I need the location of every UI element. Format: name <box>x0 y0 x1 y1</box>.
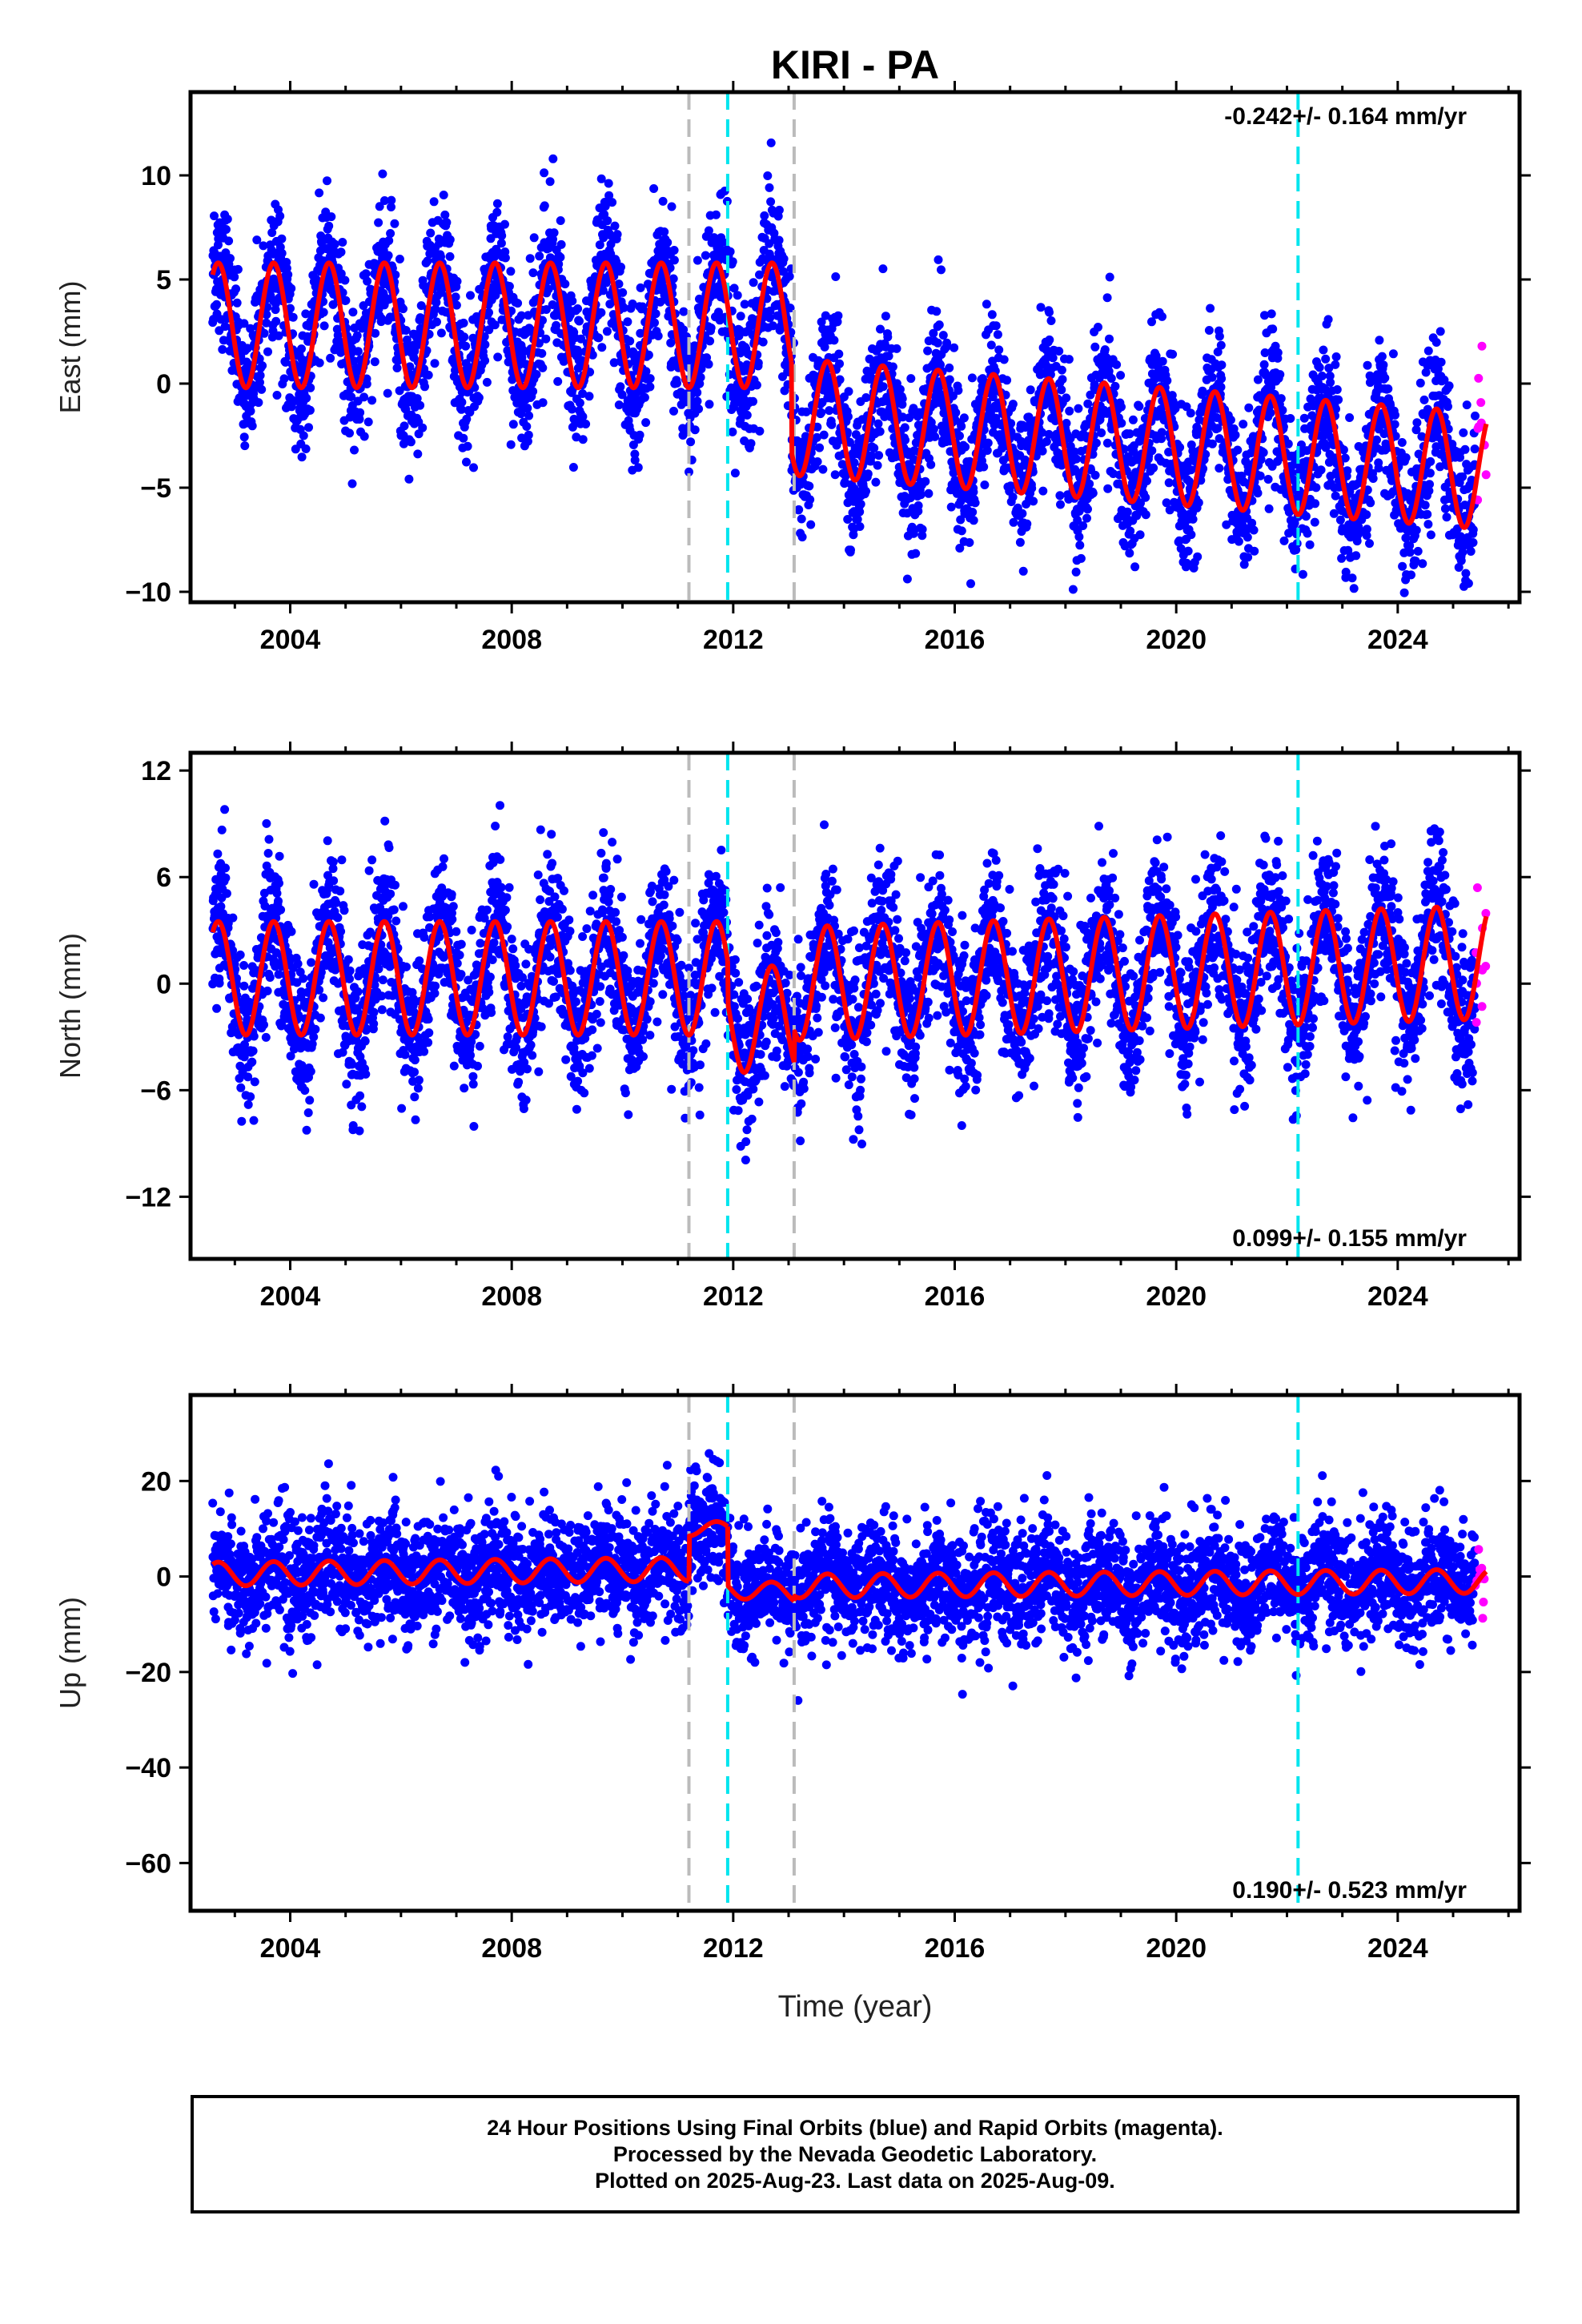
x-tick-label: 2016 <box>925 1933 986 1964</box>
x-tick-label: 2024 <box>1367 625 1428 655</box>
x-tick-label: 2020 <box>1146 1281 1207 1312</box>
x-tick-label: 2024 <box>1367 1281 1428 1312</box>
plot-area <box>208 753 1491 1259</box>
y-tick-label: −20 <box>125 1658 171 1688</box>
panel-east: 2004 2008 2012 2016 2020 2024 10 5 0 −5 −10 East (m… <box>54 81 1531 655</box>
rapid-orbit-points <box>1471 1545 1489 1623</box>
y-tick-label: −40 <box>125 1753 171 1783</box>
caption-line-3: Plotted on 2025-Aug-23. Last data on 202… <box>595 2168 1115 2193</box>
y-tick-label: 5 <box>156 265 171 296</box>
y-tick-label: −5 <box>140 473 171 504</box>
y-tick-label: −6 <box>140 1076 171 1106</box>
panel-up: 2004 2008 2012 2016 2020 2024 20 0 −20 −40 −60 Up (… <box>54 1384 1531 1964</box>
y-tick-label: −60 <box>125 1848 171 1879</box>
x-tick-label: 2004 <box>260 1281 321 1312</box>
caption-box: 24 Hour Positions Using Final Orbits (bl… <box>191 2095 1520 2213</box>
y-tick-label: 0 <box>156 969 171 999</box>
rapid-orbit-points <box>1472 883 1491 1027</box>
y-tick-label: 0 <box>156 1562 171 1593</box>
x-tick-label: 2008 <box>481 1281 542 1312</box>
y-axis-label: East (mm) <box>54 281 86 414</box>
x-tick-label: 2012 <box>703 625 764 655</box>
caption-line-1: 24 Hour Positions Using Final Orbits (bl… <box>487 2115 1223 2140</box>
y-tick-label: −10 <box>125 577 171 608</box>
caption-line-2: Processed by the Nevada Geodetic Laborat… <box>612 2141 1098 2166</box>
x-tick-label: 2020 <box>1146 1933 1207 1964</box>
y-tick-label: 0 <box>156 369 171 400</box>
plot-area <box>208 1395 1489 1911</box>
y-axis-label: North (mm) <box>54 933 86 1079</box>
x-tick-label: 2004 <box>260 625 321 655</box>
model-fit-line <box>210 260 1489 530</box>
final-orbit-points <box>208 138 1480 597</box>
y-tick-label: −12 <box>125 1182 171 1212</box>
panel-north: 2004 2008 2012 2016 2020 2024 12 6 0 −6 −12 North (… <box>54 742 1531 1312</box>
plot-frame <box>188 90 1522 605</box>
rate-annotation: 0.190+/- 0.523 mm/yr <box>1232 1877 1467 1904</box>
model-fit-line <box>211 1519 1488 1603</box>
chart-title: KIRI - PA <box>771 42 939 87</box>
model-fit-line <box>210 904 1489 1076</box>
x-tick-label: 2016 <box>925 625 986 655</box>
x-tick-label: 2012 <box>703 1281 764 1312</box>
plot-frame <box>188 750 1522 1261</box>
y-tick-label: 10 <box>141 161 171 191</box>
x-tick-label: 2008 <box>481 1933 542 1964</box>
y-tick-label: 20 <box>141 1466 171 1497</box>
x-tick-label: 2020 <box>1146 625 1207 655</box>
x-tick-label: 2016 <box>925 1281 986 1312</box>
final-orbit-points <box>208 801 1480 1164</box>
rate-annotation: -0.242+/- 0.164 mm/yr <box>1224 103 1467 130</box>
rapid-orbit-points <box>1473 341 1491 505</box>
x-tick-label: 2008 <box>481 625 542 655</box>
x-tick-label: 2004 <box>260 1933 321 1964</box>
plot-frame <box>188 1393 1522 1913</box>
plot-area <box>208 92 1491 602</box>
x-tick-label: 2024 <box>1367 1933 1428 1964</box>
y-tick-label: 6 <box>156 862 171 893</box>
y-tick-label: 12 <box>141 756 171 786</box>
x-axis-label: Time (year) <box>778 1990 933 2024</box>
x-tick-label: 2012 <box>703 1933 764 1964</box>
final-orbit-points <box>208 1449 1480 1705</box>
y-axis-label: Up (mm) <box>54 1597 86 1709</box>
rate-annotation: 0.099+/- 0.155 mm/yr <box>1232 1225 1467 1252</box>
